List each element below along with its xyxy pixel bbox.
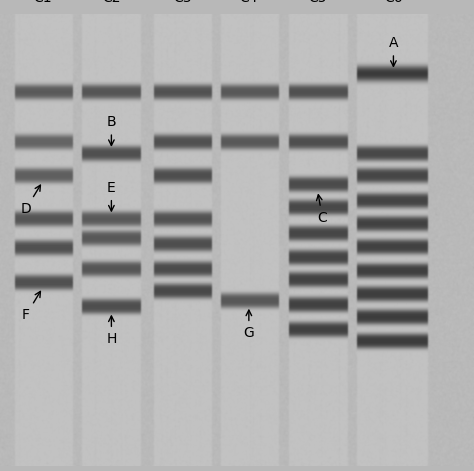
Text: G: G [244,310,254,340]
Text: C3: C3 [173,0,192,5]
Text: C6: C6 [384,0,403,5]
Text: A: A [389,36,398,66]
Text: E: E [107,181,116,211]
Text: D: D [21,185,40,216]
Text: C4: C4 [239,0,258,5]
Text: F: F [22,292,40,322]
Text: C: C [317,195,327,225]
Text: C1: C1 [33,0,52,5]
Text: H: H [106,316,117,346]
Text: C2: C2 [102,0,121,5]
Text: B: B [107,115,116,146]
Text: C5: C5 [308,0,327,5]
